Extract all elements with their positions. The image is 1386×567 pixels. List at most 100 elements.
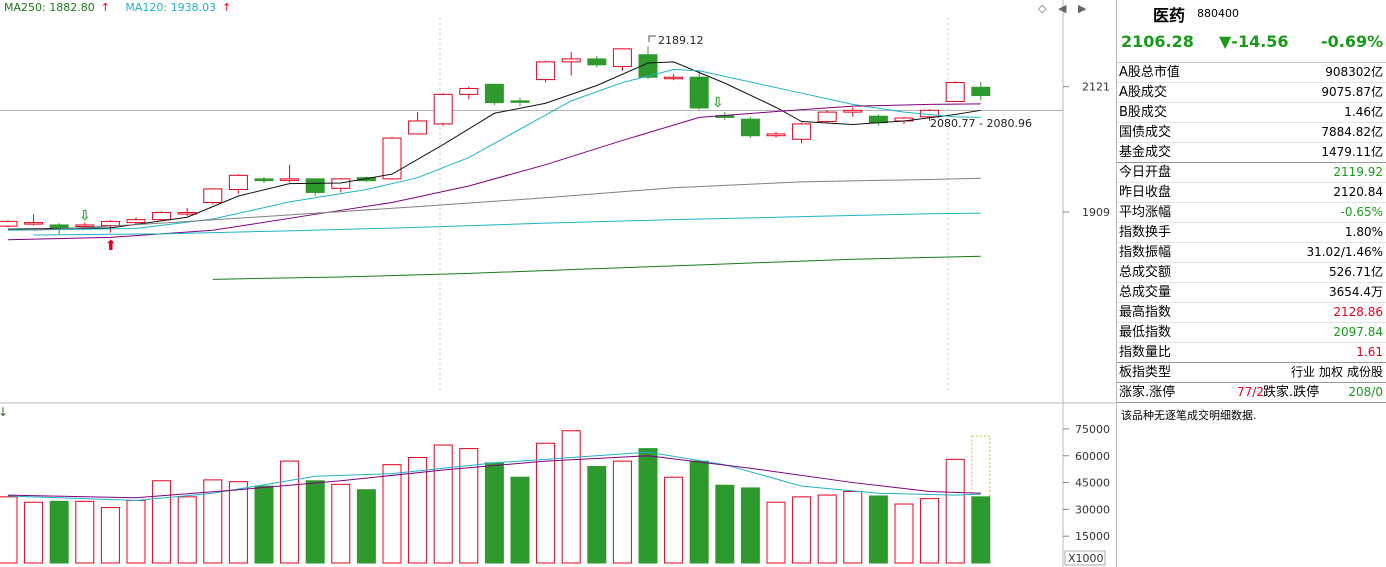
candle-body: [126, 219, 146, 224]
stat-value: 7884.82亿: [1321, 125, 1383, 139]
volume-bar: [945, 458, 965, 564]
price-row: 2106.28 ▼-14.56 -0.69%: [1117, 26, 1386, 63]
chart-toolbar: ◇ ◀ ▶: [1030, 2, 1086, 15]
ma-line-ma5: [7, 61, 981, 230]
volume-bar: [638, 448, 658, 564]
candle-body: [817, 111, 837, 123]
price-tick-label: 2121: [1082, 81, 1110, 94]
stat-value: 1.61: [1356, 345, 1383, 359]
volume-bar: [254, 485, 274, 564]
high-annotation: 2189.12: [658, 34, 704, 47]
ma120-label: MA120: 1938.03 ↑: [125, 1, 232, 14]
stat-label: 指数量比: [1119, 345, 1172, 360]
volume-bar: [536, 442, 556, 564]
stat-label: 国债成交: [1119, 125, 1172, 140]
type-tag[interactable]: 成份股: [1346, 365, 1383, 379]
stat-row: A股总市值 908302亿: [1117, 63, 1386, 83]
candle-body: [536, 61, 556, 81]
volume-bar: [971, 496, 991, 564]
stat-row: 指数振幅 31.02/1.46%: [1117, 243, 1386, 263]
type-tags: 行业 加权 成份股: [1287, 363, 1383, 382]
price-change-pct: -0.69%: [1321, 32, 1384, 51]
candle-body: [0, 220, 18, 227]
candle-body: [433, 93, 453, 125]
candle-body: [356, 177, 376, 182]
candle-body: [408, 120, 428, 135]
volume-bar: [792, 496, 812, 564]
stat-value: 1479.11亿: [1321, 145, 1383, 159]
no-tick-data-note: 该品种无逐笔成交明细数据.: [1121, 409, 1257, 422]
kline-chart[interactable]: 2121 1909 75000 60000 45000 30000 15000 X1000 21…: [0, 0, 1116, 567]
type-tag[interactable]: 行业: [1290, 365, 1315, 379]
type-tag[interactable]: 加权: [1318, 365, 1343, 379]
stat-label: 指数振幅: [1119, 245, 1172, 260]
stat-row: 指数换手 1.80%: [1117, 223, 1386, 243]
volume-bar: [920, 498, 940, 564]
candle-body: [792, 123, 812, 140]
stat-row: 最低指数 2097.84: [1117, 323, 1386, 343]
stat-label: 指数换手: [1119, 225, 1172, 240]
candle-body: [766, 133, 786, 137]
right-arrow-icon[interactable]: ▶: [1077, 2, 1087, 15]
volume-bar: [126, 499, 146, 564]
candle-body: [177, 212, 197, 215]
stat-value: 1.80%: [1344, 225, 1383, 239]
up-signal-icon: ⬆: [105, 238, 117, 254]
stat-label: 总成交额: [1119, 265, 1172, 280]
candle-body: [382, 137, 402, 180]
volume-bar: [587, 465, 607, 564]
stat-row: 国债成交 7884.82亿: [1117, 123, 1386, 143]
volume-bar: [49, 500, 69, 564]
stat-value: 2120.84: [1333, 185, 1383, 199]
stat-label: 昨日收盘: [1119, 185, 1172, 200]
ma-line-ma10: [7, 69, 981, 231]
volume-tick-label: 45000: [1075, 477, 1110, 490]
candle-body: [945, 82, 965, 102]
ma-line-ma120: [33, 212, 981, 236]
range-annotation: 2080.77 - 2080.96: [930, 117, 1032, 130]
stat-value: -0.65%: [1340, 205, 1383, 219]
candle-body: [305, 178, 325, 193]
candle-body: [638, 54, 658, 78]
stat-value: 3654.4万: [1329, 285, 1383, 299]
candle-body: [971, 86, 991, 97]
candle-body: [561, 58, 581, 63]
stat-value: 908302亿: [1325, 65, 1383, 79]
candle-body: [868, 115, 888, 124]
limit-up-value: 77/2: [1237, 385, 1264, 399]
candle-body: [280, 178, 300, 181]
volume-bar: [203, 479, 223, 564]
volume-bar: [331, 483, 351, 564]
volume-bar: [715, 484, 735, 564]
volume-bar: [152, 480, 172, 564]
stat-label: 总成交量: [1119, 285, 1172, 300]
ma250-label: MA250: 1882.80 ↑: [4, 1, 110, 14]
volume-bar: [817, 494, 837, 564]
candle-body: [459, 87, 479, 95]
volume-bar: [228, 481, 248, 564]
volume-ma-line-vma5: [7, 451, 981, 501]
stat-row: 平均涨幅 -0.65%: [1117, 203, 1386, 223]
volume-bar: [894, 503, 914, 564]
stat-row: 昨日收盘 2120.84: [1117, 183, 1386, 203]
candle-body: [843, 109, 863, 113]
diamond-icon[interactable]: ◇: [1038, 2, 1047, 15]
left-arrow-icon[interactable]: ◀: [1057, 2, 1067, 15]
ma-line-ma250: [212, 255, 981, 280]
stat-label: A股总市值: [1119, 65, 1180, 80]
candle-body: [510, 100, 530, 103]
volume-tick-label: 30000: [1075, 503, 1110, 516]
limit-down-label: 跌家.跌停: [1263, 385, 1320, 400]
volume-bar: [561, 430, 581, 564]
index-name: 医药: [1153, 6, 1186, 25]
type-label: 板指类型: [1119, 365, 1172, 380]
volume-bar: [459, 448, 479, 564]
kline-svg[interactable]: 2121 1909 75000 60000 45000 30000 15000 X1000 21…: [0, 0, 1116, 567]
stat-row: 指数量比 1.61: [1117, 343, 1386, 363]
volume-bar: [510, 476, 530, 564]
volume-bar: [740, 487, 760, 564]
limit-down-value: 208/0: [1348, 385, 1383, 399]
index-code: 880400: [1197, 7, 1239, 20]
volume-projection: [971, 435, 991, 498]
stat-rows: A股总市值 908302亿 A股成交 9075.87亿 B股成交 1.46亿 国债成交 788…: [1117, 63, 1386, 363]
